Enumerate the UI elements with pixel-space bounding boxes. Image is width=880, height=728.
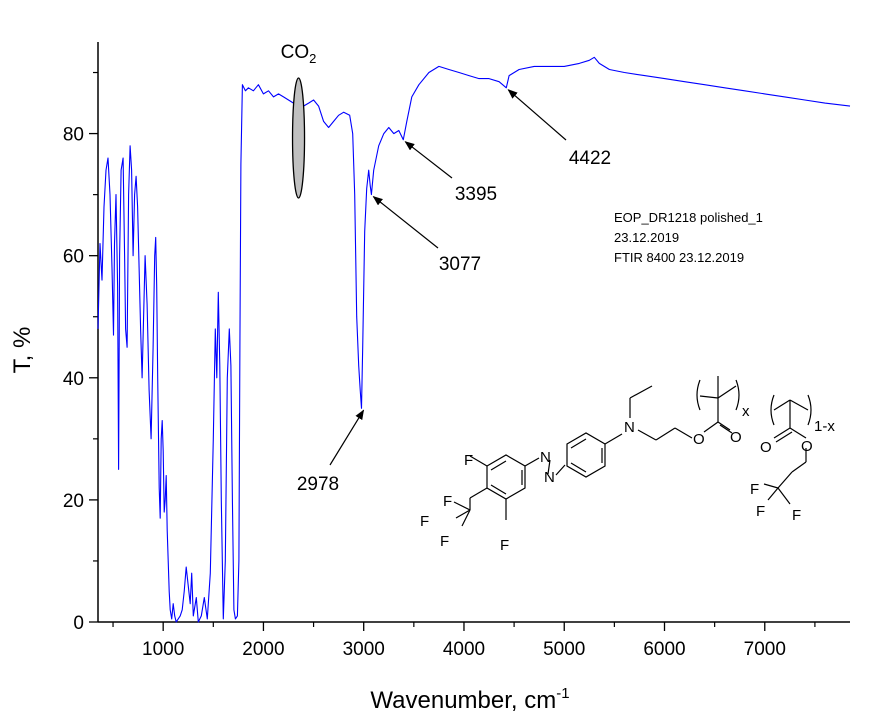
y-tick-label-20: 20 [63, 491, 84, 512]
atom-f-4: F [420, 513, 429, 530]
co2-label: CO2 [281, 42, 317, 66]
atom-f-6: F [750, 481, 759, 498]
x-tick-label-7000: 7000 [744, 639, 786, 660]
x-axis-title: Wavenumber, cm-1 [370, 685, 569, 714]
atom-n-1: N [540, 449, 551, 466]
atom-n-2: N [544, 469, 555, 486]
atom-o-2: O [730, 429, 742, 446]
subscript-1-x: 1-x [814, 418, 835, 435]
x-tick-label-3000: 3000 [343, 639, 385, 660]
ticks: 1000 2000 3000 4000 5000 6000 7000 0 20 40 60 80 [63, 71, 816, 660]
atom-o-4: O [801, 438, 813, 455]
arrow-3395 [404, 141, 453, 179]
atom-o-1: O [693, 431, 705, 448]
atom-f-7: F [756, 503, 765, 520]
x-tick-label-4000: 4000 [443, 639, 485, 660]
atom-f-5: F [440, 533, 449, 550]
arrow-2978 [329, 409, 365, 466]
info-line-1: EOP_DR1218 polished_1 [614, 210, 763, 225]
y-axis-title: T, % [9, 327, 36, 374]
atom-f-3: F [443, 493, 452, 510]
atom-f-8: F [792, 507, 801, 524]
subscript-x: x [742, 403, 750, 420]
atom-f-2: F [500, 537, 509, 554]
arrow-4422 [507, 89, 567, 141]
peak-label-3395: 3395 [455, 184, 497, 205]
annotations: 2978 3077 3395 4422 [297, 89, 611, 495]
y-tick-label-80: 80 [63, 125, 84, 146]
co2-marker: CO2 [281, 42, 317, 199]
molecule-structure [453, 376, 812, 527]
peak-label-3077: 3077 [439, 254, 481, 275]
y-tick-label-60: 60 [63, 247, 84, 268]
y-tick-label-40: 40 [63, 369, 84, 390]
x-tick-label-5000: 5000 [543, 639, 585, 660]
y-tick-label-0: 0 [73, 613, 84, 634]
co2-subscript: 2 [309, 51, 316, 66]
arrow-3077 [372, 196, 439, 249]
info-box: EOP_DR1218 polished_1 23.12.2019 FTIR 84… [614, 210, 763, 265]
molecule-atom-labels: F F F F F N N N O O O O F F F x 1-x [420, 403, 835, 554]
info-line-3: FTIR 8400 23.12.2019 [614, 250, 744, 265]
atom-o-3: O [760, 439, 772, 456]
x-tick-label-1000: 1000 [142, 639, 184, 660]
spectrum-line-0 [97, 56, 851, 623]
series [97, 56, 851, 623]
info-line-2: 23.12.2019 [614, 230, 679, 245]
x-tick-label-6000: 6000 [643, 639, 685, 660]
atom-n-3: N [624, 419, 635, 436]
co2-ellipse [291, 77, 306, 199]
peak-label-4422: 4422 [569, 148, 611, 169]
atom-f-1: F [464, 452, 473, 469]
axes [97, 42, 850, 623]
peak-label-2978: 2978 [297, 474, 339, 495]
x-tick-label-2000: 2000 [242, 639, 284, 660]
